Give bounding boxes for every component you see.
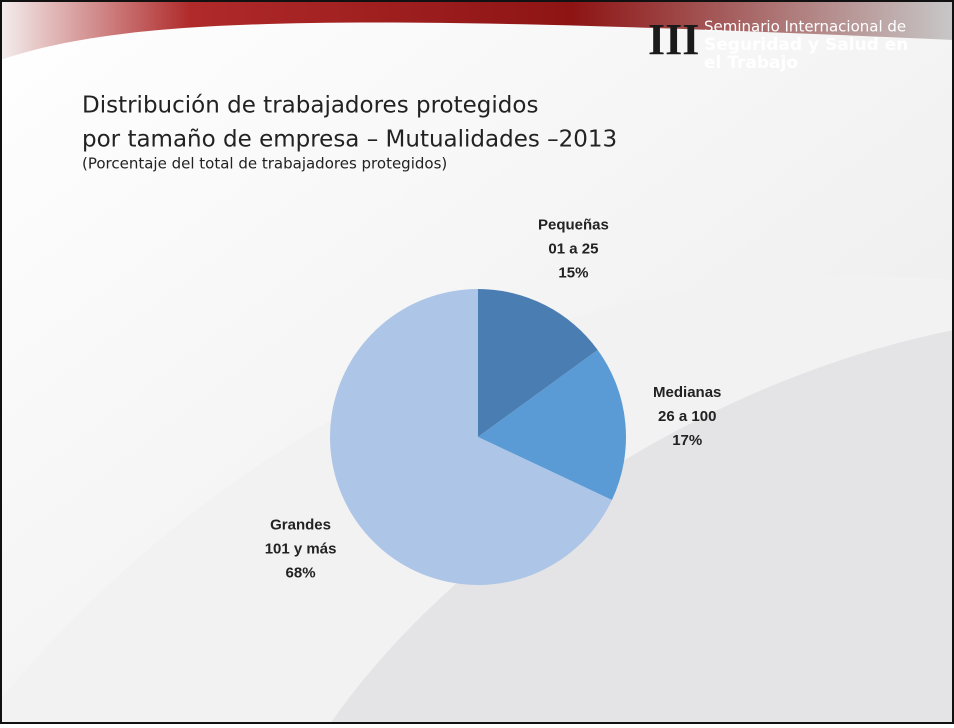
slice-label: Medianas — [653, 384, 721, 401]
value-label: 15% — [558, 265, 588, 282]
logo-numeral: III — [648, 15, 699, 64]
title: por tamaño de empresa – Mutualidades –20… — [82, 127, 617, 153]
value-label: 68% — [286, 565, 316, 582]
slice-range: 01 a 25 — [548, 241, 598, 258]
slice-label: Grandes — [270, 517, 331, 534]
value-label: 17% — [672, 432, 702, 449]
header-band — [0, 0, 954, 60]
slice-range: 101 y más — [265, 541, 337, 558]
title: Distribución de trabajadores protegidos — [82, 93, 538, 119]
logo-line: Seguridad y Salud en — [704, 35, 908, 55]
swoosh — [330, 330, 954, 724]
logo-line: el Trabajo — [704, 53, 798, 73]
slice-range: 26 a 100 — [658, 408, 716, 425]
pie-slice — [478, 289, 598, 437]
pie-slice — [330, 289, 612, 585]
slice-label: Pequeñas — [538, 217, 609, 234]
subtitle: (Porcentaje del total de trabajadores pr… — [82, 155, 447, 173]
pie-slice — [478, 350, 626, 501]
logo-line: Seminario Internacional de — [704, 18, 906, 36]
